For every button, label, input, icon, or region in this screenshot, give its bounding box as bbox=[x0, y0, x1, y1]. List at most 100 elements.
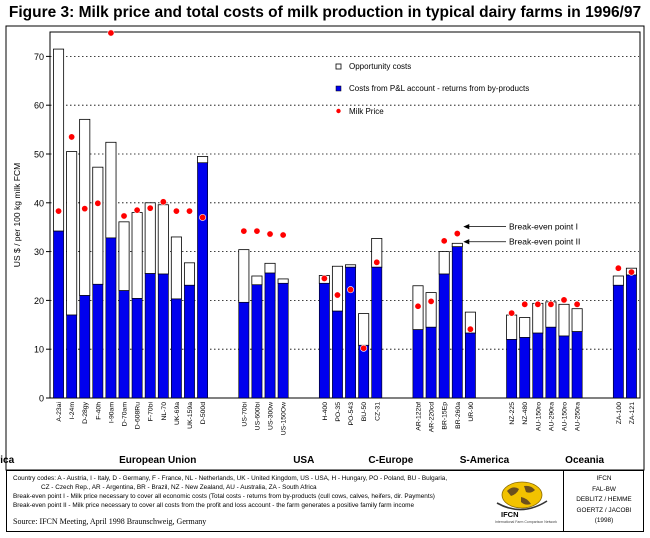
bar-pl-cost bbox=[251, 284, 263, 399]
footer-divider bbox=[563, 471, 564, 531]
globe-icon bbox=[496, 481, 548, 511]
x-axis: A-23ai I-24m D-28gy F-40h I-90am D-70am D-608R… bbox=[56, 401, 636, 435]
bar-pl-cost bbox=[277, 283, 289, 399]
milk-price-point bbox=[453, 230, 461, 238]
x-tick-label: US-600bi bbox=[254, 402, 261, 431]
milk-price-point bbox=[55, 207, 63, 215]
x-tick-label: US-70bi bbox=[241, 402, 248, 427]
annotation-label: Break-even point II bbox=[509, 237, 580, 247]
legend: Opportunity costs Costs from P&L account … bbox=[335, 62, 529, 116]
credit-line: (1998) bbox=[594, 517, 614, 524]
milk-price-point bbox=[266, 230, 274, 238]
bar-pl-cost bbox=[571, 331, 583, 399]
x-tick-label: BR-260a bbox=[455, 402, 462, 429]
bar-opportunity-cost bbox=[238, 249, 250, 303]
bar-pl-cost bbox=[612, 284, 624, 399]
milk-price-point bbox=[120, 212, 128, 220]
x-tick-label: H-400 bbox=[322, 402, 329, 421]
bar-opportunity-cost bbox=[331, 265, 343, 312]
milk-price-point bbox=[347, 286, 355, 294]
bar-pl-cost bbox=[532, 332, 544, 399]
bar-pl-cost bbox=[238, 302, 250, 399]
annotation-arrow-head bbox=[463, 239, 470, 245]
x-tick-label: AU-250ra bbox=[575, 402, 582, 431]
x-tick-label: BR-15Ep bbox=[442, 402, 449, 430]
milk-price-point bbox=[81, 205, 89, 213]
x-tick-label: UK-159a bbox=[187, 402, 194, 429]
bar-opportunity-cost bbox=[506, 314, 518, 340]
y-tick-label: 70 bbox=[34, 52, 44, 62]
milk-price-point bbox=[159, 198, 167, 206]
region-labels: European Union USA C-Europe S-America Oceani… bbox=[0, 455, 605, 466]
credit-line: DEBLITZ / HEMME bbox=[576, 496, 632, 503]
chart-title: Figure 3: Milk price and total costs of … bbox=[8, 4, 642, 21]
bar-pl-cost bbox=[79, 295, 91, 399]
milk-price-point bbox=[240, 227, 248, 235]
x-tick-label: US-300w bbox=[268, 402, 275, 430]
y-tick-label: 40 bbox=[34, 198, 44, 208]
milk-price-point bbox=[360, 344, 368, 352]
logo-subtitle: International Farm Comparison Network bbox=[495, 520, 558, 524]
bar-pl-cost bbox=[506, 339, 518, 399]
x-tick-label: F-40h bbox=[95, 402, 102, 420]
footer: Country codes: A - Austria, I - Italy, D… bbox=[6, 470, 644, 532]
bar-pl-cost bbox=[558, 335, 570, 399]
milk-price-points bbox=[55, 29, 635, 352]
milk-price-point bbox=[414, 302, 422, 310]
legend-label: Opportunity costs bbox=[349, 62, 411, 71]
milk-price-point bbox=[172, 207, 180, 215]
y-tick-label: 10 bbox=[34, 345, 44, 355]
x-tick-label: I-90am bbox=[108, 402, 115, 423]
x-tick-label: AU-150ro bbox=[562, 402, 569, 431]
bar-pl-cost bbox=[358, 344, 370, 399]
milk-price-point bbox=[373, 258, 381, 266]
bar-opportunity-cost bbox=[612, 275, 624, 286]
bar-pl-cost bbox=[144, 273, 156, 399]
y-tick-label: 0 bbox=[39, 394, 44, 404]
bar-pl-cost bbox=[626, 274, 637, 399]
bar-opportunity-cost bbox=[451, 242, 463, 248]
x-tick-label: CZ-31 bbox=[374, 402, 381, 421]
bar-pl-cost bbox=[545, 326, 557, 399]
milk-price-point bbox=[199, 213, 207, 221]
bar-pl-cost bbox=[66, 314, 78, 399]
bar-opportunity-cost bbox=[170, 236, 182, 300]
bar-pl-cost bbox=[184, 284, 195, 399]
credit-block: IFCN FAL-BW DEBLITZ / HEMME GOERTZ / JAC… bbox=[565, 474, 643, 527]
x-tick-label: D-70am bbox=[122, 402, 129, 427]
milk-price-point bbox=[627, 268, 635, 276]
bar-pl-cost bbox=[451, 246, 463, 399]
ifcn-logo: IFCN International Farm Comparison Netwo… bbox=[491, 477, 557, 527]
milk-price-point bbox=[279, 231, 287, 239]
bar-opportunity-cost bbox=[105, 141, 117, 239]
x-tick-label: D-500d bbox=[200, 402, 207, 425]
bar-opportunity-cost bbox=[92, 166, 104, 285]
x-tick-label: A-23ai bbox=[56, 402, 63, 422]
y-axis: 0 10 20 30 40 50 60 70 US $ / per 100 kg milk FC… bbox=[12, 52, 50, 404]
x-tick-label: NL-70 bbox=[161, 402, 168, 421]
x-tick-label: D-28gy bbox=[82, 401, 89, 424]
milk-price-point bbox=[614, 264, 622, 272]
x-tick-label: I-24m bbox=[69, 402, 76, 420]
x-tick-label: BU-50 bbox=[361, 402, 368, 421]
bar-pl-cost bbox=[170, 298, 182, 399]
legend-swatch-opportunity bbox=[335, 63, 342, 70]
x-tick-label: NZ-225 bbox=[509, 402, 516, 425]
bar-opportunity-cost bbox=[358, 313, 370, 346]
y-axis-label: US $ / per 100 kg milk FCM bbox=[12, 163, 22, 267]
break-even-annotations: Break-even point I Break-even point II bbox=[463, 222, 580, 247]
x-tick-label: ZA-121 bbox=[629, 402, 636, 425]
x-tick-label: AU-290ra bbox=[548, 402, 555, 431]
x-tick-label: ZA-100 bbox=[616, 402, 623, 425]
milk-price-point bbox=[146, 204, 154, 212]
legend-swatch-milk bbox=[336, 108, 341, 114]
milk-price-point bbox=[94, 199, 102, 207]
y-tick-label: 60 bbox=[34, 101, 44, 111]
region-label: S-America bbox=[460, 455, 510, 466]
legend-label: Milk Price bbox=[349, 107, 384, 116]
milk-price-point bbox=[333, 291, 341, 299]
logo-text: IFCN bbox=[501, 510, 519, 519]
bar-opportunity-cost bbox=[197, 156, 209, 164]
region-label: Oceania bbox=[565, 455, 604, 466]
